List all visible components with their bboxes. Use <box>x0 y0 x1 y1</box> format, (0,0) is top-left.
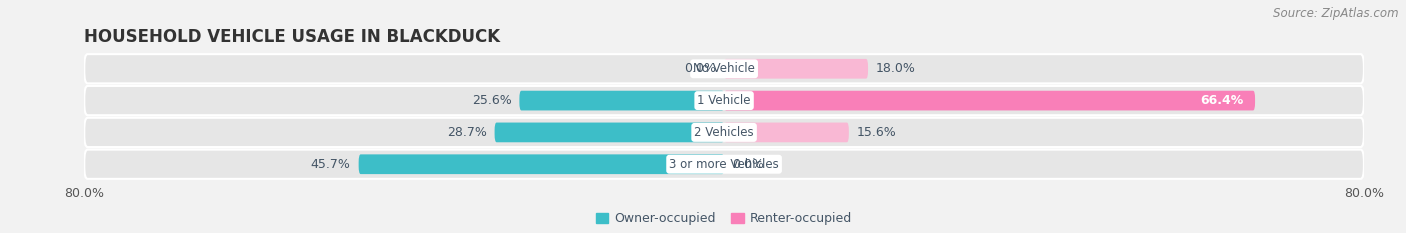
FancyBboxPatch shape <box>84 118 1364 147</box>
Text: 15.6%: 15.6% <box>856 126 897 139</box>
Text: 18.0%: 18.0% <box>876 62 915 75</box>
Text: Source: ZipAtlas.com: Source: ZipAtlas.com <box>1274 7 1399 20</box>
Text: HOUSEHOLD VEHICLE USAGE IN BLACKDUCK: HOUSEHOLD VEHICLE USAGE IN BLACKDUCK <box>84 28 501 47</box>
Text: No Vehicle: No Vehicle <box>693 62 755 75</box>
Text: 0.0%: 0.0% <box>733 158 763 171</box>
Text: 25.6%: 25.6% <box>471 94 512 107</box>
FancyBboxPatch shape <box>519 91 724 110</box>
Text: 0.0%: 0.0% <box>685 62 716 75</box>
Text: 1 Vehicle: 1 Vehicle <box>697 94 751 107</box>
Legend: Owner-occupied, Renter-occupied: Owner-occupied, Renter-occupied <box>596 212 852 225</box>
FancyBboxPatch shape <box>724 59 868 79</box>
FancyBboxPatch shape <box>359 154 724 174</box>
FancyBboxPatch shape <box>84 54 1364 83</box>
FancyBboxPatch shape <box>84 86 1364 115</box>
FancyBboxPatch shape <box>84 150 1364 179</box>
Text: 66.4%: 66.4% <box>1199 94 1243 107</box>
Text: 2 Vehicles: 2 Vehicles <box>695 126 754 139</box>
FancyBboxPatch shape <box>724 123 849 142</box>
FancyBboxPatch shape <box>495 123 724 142</box>
Text: 28.7%: 28.7% <box>447 126 486 139</box>
Text: 45.7%: 45.7% <box>311 158 350 171</box>
Text: 3 or more Vehicles: 3 or more Vehicles <box>669 158 779 171</box>
FancyBboxPatch shape <box>724 91 1256 110</box>
